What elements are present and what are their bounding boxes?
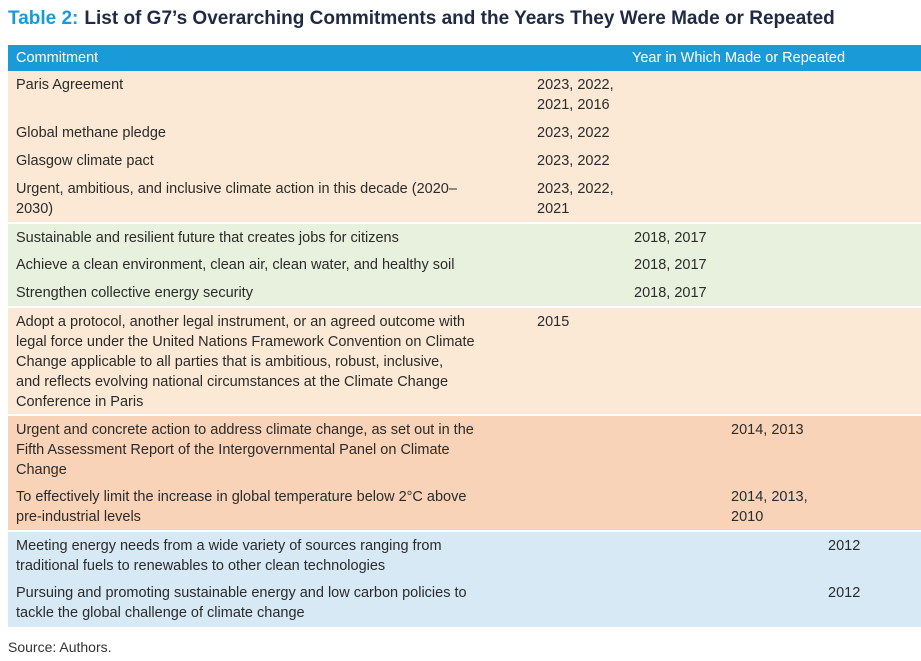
- table-row: Urgent and concrete action to address cl…: [8, 414, 921, 483]
- commitment-cell: Sustainable and resilient future that cr…: [8, 222, 535, 251]
- table-header-row: Commitment Year in Which Made or Repeate…: [8, 45, 921, 71]
- years-cell: 2012: [826, 530, 921, 579]
- years-cell: 2023, 2022: [535, 147, 632, 175]
- table-row: Global methane pledge 2023, 2022: [8, 119, 921, 147]
- header-commitment: Commitment: [8, 45, 535, 71]
- commitments-table: Commitment Year in Which Made or Repeate…: [8, 45, 921, 627]
- table-title: Table 2: List of G7’s Overarching Commitm…: [8, 8, 835, 30]
- commitment-cell: Pursuing and promoting sustainable energ…: [8, 579, 535, 627]
- years-cell: 2012: [826, 579, 921, 627]
- table-row: Urgent, ambitious, and inclusive climate…: [8, 175, 921, 223]
- table-row: Achieve a clean environment, clean air, …: [8, 251, 921, 279]
- commitment-cell: Meeting energy needs from a wide variety…: [8, 530, 535, 579]
- commitment-cell: Paris Agreement: [8, 71, 535, 119]
- years-cell: 2018, 2017: [632, 222, 729, 251]
- commitment-cell: Urgent, ambitious, and inclusive climate…: [8, 175, 535, 223]
- table-row: Strengthen collective energy security 20…: [8, 279, 921, 307]
- table-row: Sustainable and resilient future that cr…: [8, 222, 921, 251]
- table-row: Adopt a protocol, another legal instrume…: [8, 306, 921, 415]
- commitment-cell: To effectively limit the increase in glo…: [8, 483, 535, 531]
- table-row: Glasgow climate pact 2023, 2022: [8, 147, 921, 175]
- source-note: Source: Authors.: [8, 639, 112, 655]
- years-cell: 2014, 2013, 2010: [729, 483, 826, 531]
- table-number-label: Table 2:: [8, 8, 79, 29]
- years-cell: 2018, 2017: [632, 251, 729, 279]
- table-title-text: List of G7’s Overarching Commitments and…: [84, 8, 835, 29]
- table-row: Pursuing and promoting sustainable energ…: [8, 579, 921, 627]
- years-cell: 2018, 2017: [632, 279, 729, 307]
- years-cell: 2023, 2022, 2021: [535, 175, 632, 223]
- years-cell: 2014, 2013: [729, 414, 826, 483]
- header-years: Year in Which Made or Repeated: [632, 45, 921, 71]
- commitment-cell: Urgent and concrete action to address cl…: [8, 414, 535, 483]
- commitment-cell: Strengthen collective energy security: [8, 279, 535, 307]
- commitment-cell: Adopt a protocol, another legal instrume…: [8, 306, 535, 415]
- years-cell: 2023, 2022, 2021, 2016: [535, 71, 632, 119]
- commitment-cell: Achieve a clean environment, clean air, …: [8, 251, 535, 279]
- table-row: To effectively limit the increase in glo…: [8, 483, 921, 531]
- commitment-cell: Glasgow climate pact: [8, 147, 535, 175]
- table-row: Meeting energy needs from a wide variety…: [8, 530, 921, 579]
- years-cell: 2015: [535, 306, 632, 415]
- commitment-cell: Global methane pledge: [8, 119, 535, 147]
- table-row: Paris Agreement 2023, 2022, 2021, 2016: [8, 71, 921, 119]
- years-cell: 2023, 2022: [535, 119, 632, 147]
